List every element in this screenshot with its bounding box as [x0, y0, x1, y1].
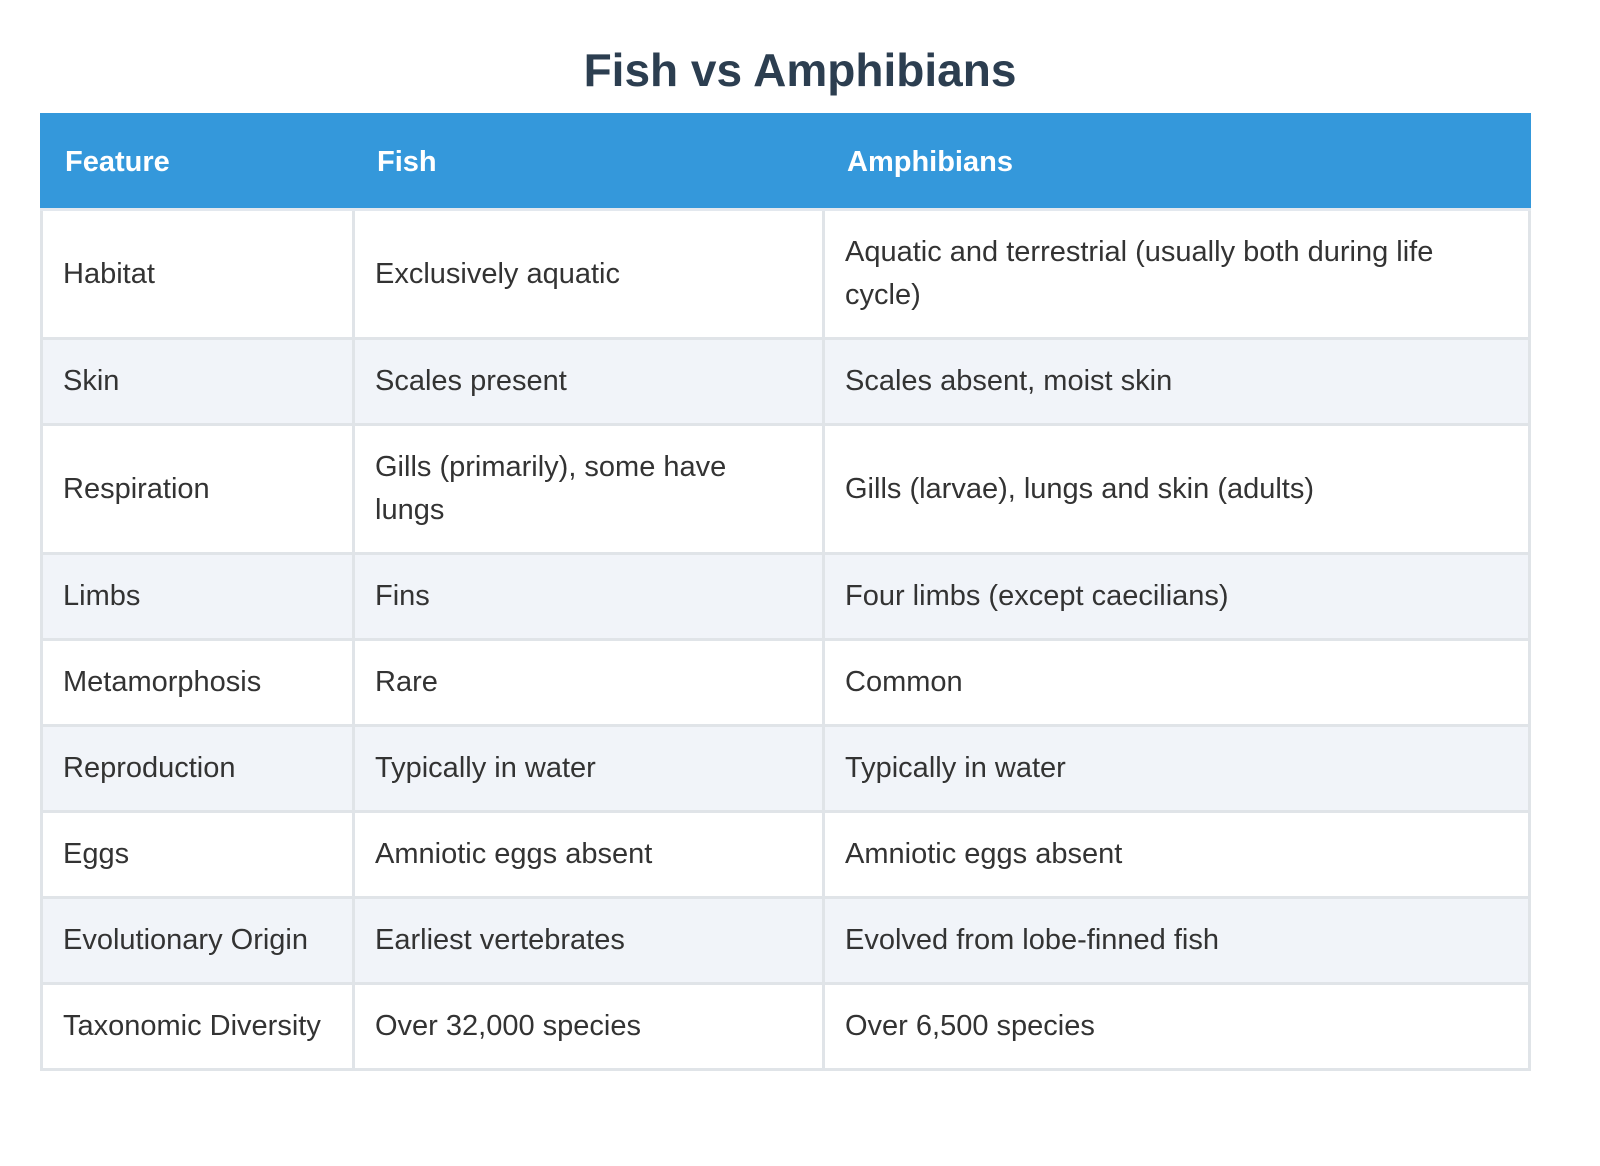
table-cell: Evolutionary Origin — [40, 896, 355, 985]
table-cell: Typically in water — [822, 724, 1531, 813]
table-cell: Scales absent, moist skin — [822, 337, 1531, 426]
table-row: Eggs Amniotic eggs absent Amniotic eggs ab… — [40, 810, 1531, 899]
table-cell: Reproduction — [40, 724, 355, 813]
table-cell: Scales present — [352, 337, 825, 426]
table-cell: Rare — [352, 638, 825, 727]
table-cell: Limbs — [40, 552, 355, 641]
table-cell: Skin — [40, 337, 355, 426]
title: Fish vs Amphibians — [583, 44, 1017, 96]
table-header: Feature Fish Amphibians — [40, 113, 1531, 211]
table-row: Reproduction Typically in water Typically … — [40, 724, 1531, 813]
header-cell: Fish — [352, 113, 825, 211]
table-cell: Four limbs (except caecilians) — [822, 552, 1531, 641]
table-cell: Metamorphosis — [40, 638, 355, 727]
table-row: Habitat Exclusively aquatic Aquatic and te… — [40, 208, 1531, 340]
table-cell: Over 32,000 species — [352, 982, 825, 1071]
table-cell: Aquatic and terrestrial (usually both du… — [822, 208, 1531, 340]
table-cell: Gills (primarily), some have lungs — [352, 423, 825, 555]
table-row: Skin Scales present Scales absent, moist s… — [40, 337, 1531, 426]
table-body: Habitat Exclusively aquatic Aquatic and te… — [40, 208, 1531, 1071]
table-cell: Over 6,500 species — [822, 982, 1531, 1071]
table-cell: Gills (larvae), lungs and skin (adults) — [822, 423, 1531, 555]
table-row: Taxonomic Diversity Over 32,000 species Ov… — [40, 982, 1531, 1071]
header-row: Feature Fish Amphibians — [40, 113, 1531, 211]
table-cell: Fins — [352, 552, 825, 641]
table-cell: Amniotic eggs absent — [822, 810, 1531, 899]
table-row: Metamorphosis Rare Common — [40, 638, 1531, 727]
table-cell: Earliest vertebrates — [352, 896, 825, 985]
table-row: Limbs Fins Four limbs (except caecilians) — [40, 552, 1531, 641]
table-cell: Taxonomic Diversity — [40, 982, 355, 1071]
table-cell: Common — [822, 638, 1531, 727]
table-cell: Eggs — [40, 810, 355, 899]
table-cell: Respiration — [40, 423, 355, 555]
table-row: Respiration Gills (primarily), some have … — [40, 423, 1531, 555]
header-cell: Amphibians — [822, 113, 1531, 211]
table-cell: Typically in water — [352, 724, 825, 813]
comparison-table: Feature Fish Amphibians Habitat Exclusively… — [40, 113, 1531, 1071]
table-row: Evolutionary Origin Earliest vertebrates E… — [40, 896, 1531, 985]
header-cell: Feature — [40, 113, 355, 211]
table-cell: Habitat — [40, 208, 355, 340]
table-cell: Exclusively aquatic — [352, 208, 825, 340]
table-cell: Evolved from lobe-finned fish — [822, 896, 1531, 985]
table-cell: Amniotic eggs absent — [352, 810, 825, 899]
